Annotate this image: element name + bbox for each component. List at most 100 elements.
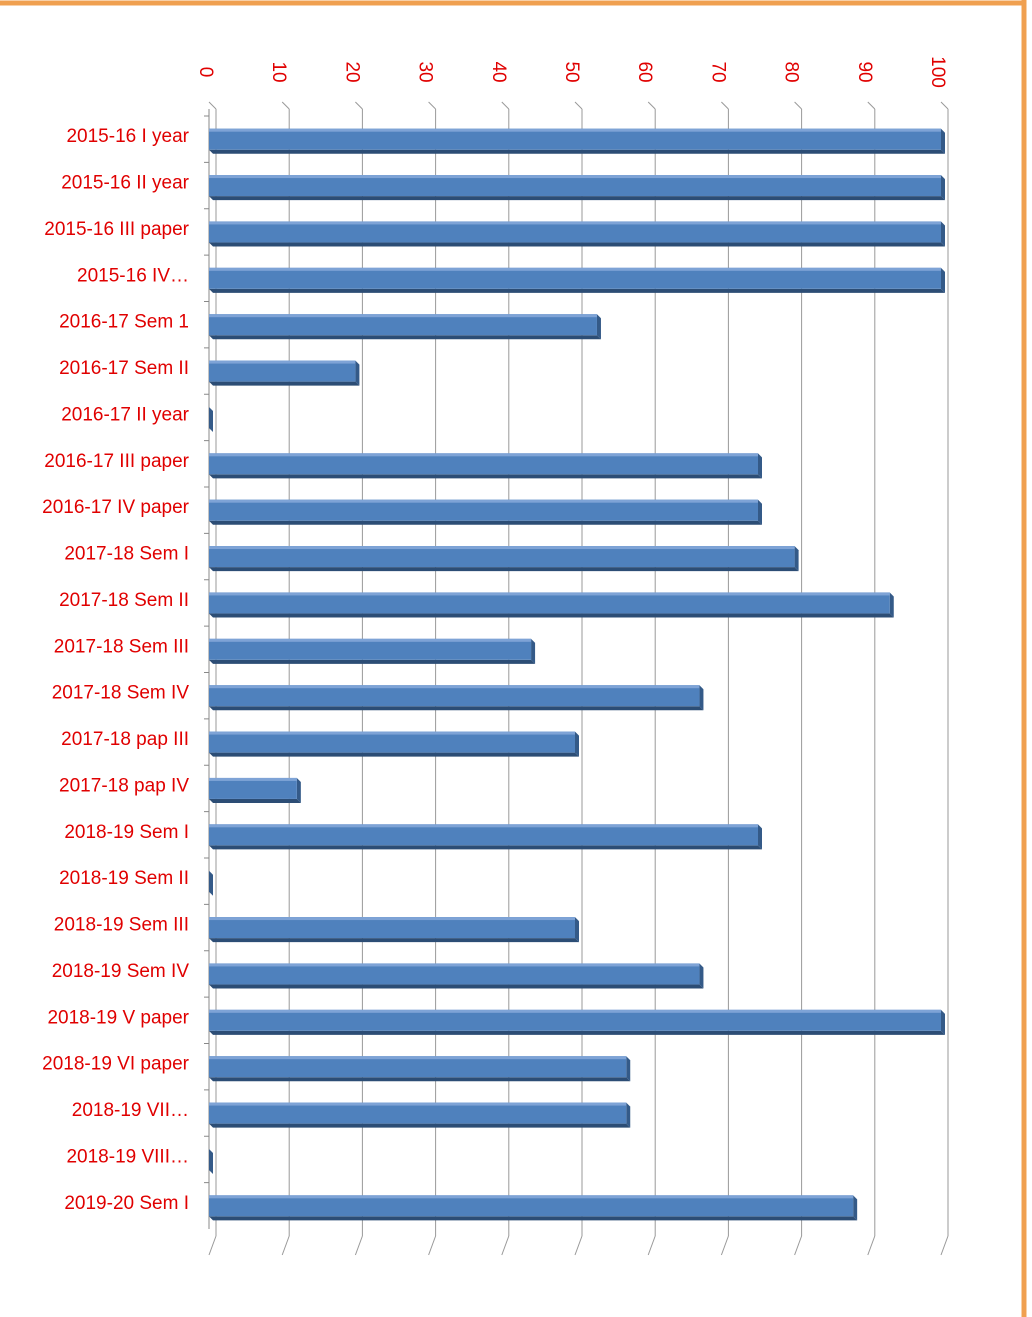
bar-highlight (209, 267, 941, 271)
bar-highlight (209, 499, 758, 503)
y-tick-label: 2017-18 pap III (61, 729, 189, 750)
bar-end (941, 221, 945, 247)
x-tick-label: 30 (415, 61, 436, 82)
grid-depth (794, 1235, 803, 1256)
y-tick-label: 2017-18 pap IV (59, 775, 189, 796)
bar-bottom (209, 288, 945, 293)
grid-depth (208, 1235, 217, 1256)
x-tick-label: 50 (561, 61, 582, 82)
y-tick-label: 2016-17 Sem 1 (59, 312, 189, 333)
bar (209, 453, 758, 475)
bar-highlight (209, 1056, 627, 1060)
bar-bottom (209, 335, 601, 340)
bar-bottom (209, 798, 301, 803)
x-tick-label: 10 (268, 61, 289, 82)
bar (209, 592, 890, 614)
bar-highlight (209, 221, 941, 225)
x-tick-label: 90 (854, 61, 875, 82)
grid-depth (940, 1235, 949, 1256)
bar-end (889, 592, 894, 618)
grid-depth (208, 101, 217, 110)
bar-end (758, 499, 762, 525)
bar-bottom (209, 520, 762, 525)
bar-end (209, 406, 213, 432)
bar (209, 731, 575, 753)
y-tick-label: 2015-16 I year (66, 126, 189, 147)
bar (209, 314, 597, 336)
y-tick-label: 2016-17 IV paper (42, 497, 190, 518)
bar-highlight (209, 128, 941, 132)
grid-depth (281, 1235, 290, 1256)
bar-end (209, 1148, 213, 1174)
y-tick-label: 2018-19 VIII… (66, 1146, 189, 1167)
y-tick-label: 2016-17 III paper (44, 451, 189, 472)
bar-bottom (209, 1077, 631, 1082)
y-tick-label: 2018-19 VII… (72, 1100, 189, 1121)
bar (209, 1102, 627, 1124)
grid-depth (281, 101, 290, 110)
y-tick-label: 2018-19 Sem II (59, 868, 189, 889)
y-tick-label: 2018-19 V paper (47, 1007, 189, 1028)
bar-highlight (209, 453, 758, 457)
bar-highlight (209, 1009, 941, 1013)
x-tick-label: 40 (488, 61, 509, 82)
bar-bottom (209, 752, 579, 757)
bar-bottom (209, 613, 894, 618)
bar-highlight (209, 1102, 627, 1106)
bar (209, 963, 700, 985)
y-tick-label: 2017-18 Sem I (64, 544, 189, 565)
bar-highlight (209, 175, 941, 179)
bar-highlight (209, 917, 575, 921)
bar-highlight (209, 360, 356, 364)
bar-end (941, 175, 945, 201)
bar (209, 267, 941, 289)
bar-highlight (209, 638, 532, 642)
grid-depth (574, 101, 583, 110)
grid-depth (647, 1235, 656, 1256)
bar-highlight (209, 777, 297, 781)
bar-end (941, 128, 945, 154)
bar (209, 175, 941, 197)
bar-bottom (209, 1123, 631, 1128)
bar-end (941, 267, 945, 293)
bar-highlight (209, 1195, 854, 1199)
bar-bottom (209, 659, 536, 664)
bar-highlight (209, 963, 700, 967)
bar-bottom (209, 242, 945, 247)
bar-end (699, 685, 704, 711)
bar (209, 917, 575, 939)
x-tick-label: 100 (927, 56, 948, 88)
y-tick-label: 2016-17 Sem II (59, 358, 189, 379)
bar-bottom (209, 381, 360, 386)
bar-end (575, 731, 579, 757)
y-tick-label: 2018-19 Sem IV (52, 961, 190, 982)
bar-end (758, 824, 762, 850)
x-tick-label: 70 (707, 61, 728, 82)
bar-end (699, 963, 704, 989)
grid-depth (501, 1235, 510, 1256)
bar-end (853, 1195, 858, 1221)
bar (209, 1056, 627, 1078)
y-tick-label: 2017-18 Sem IV (52, 683, 190, 704)
bar-bottom (209, 938, 579, 943)
y-tick-label: 2018-19 VI paper (42, 1054, 190, 1075)
grid-depth (867, 101, 876, 110)
bar-bottom (209, 149, 945, 154)
y-tick-label: 2017-18 Sem III (54, 636, 189, 657)
bar-end (209, 870, 213, 896)
y-tick-label: 2018-19 Sem I (64, 822, 189, 843)
bar-end (626, 1056, 631, 1082)
bar-bottom (209, 845, 762, 850)
y-tick-label: 2015-16 III paper (44, 219, 189, 240)
bar-bottom (209, 1030, 945, 1035)
bar-highlight (209, 546, 795, 550)
x-tick-label: 80 (781, 61, 802, 82)
bar-highlight (209, 592, 890, 596)
y-tick-label: 2017-18 Sem II (59, 590, 189, 611)
bar-highlight (209, 314, 597, 318)
bar (209, 1195, 854, 1217)
x-tick-label: 0 (195, 67, 216, 78)
bar-bottom (209, 706, 704, 711)
bar (209, 1009, 941, 1031)
